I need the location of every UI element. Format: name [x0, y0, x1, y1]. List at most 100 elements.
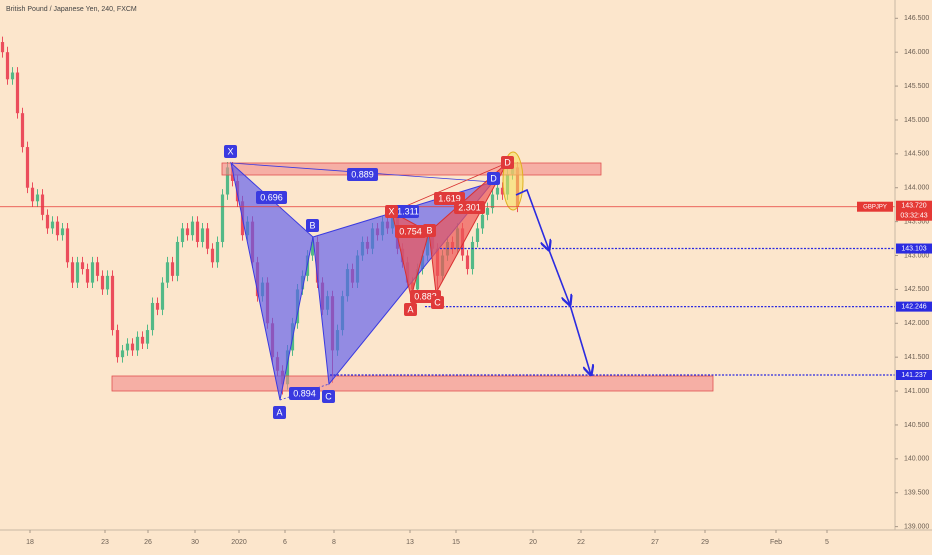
- y-tick-label: 139.000: [904, 523, 929, 530]
- candle-body: [55, 221, 60, 236]
- candle-body: [115, 330, 120, 358]
- y-tick-label: 146.500: [904, 15, 929, 22]
- y-tick-label: 142.500: [904, 286, 929, 293]
- candle-body: [80, 262, 85, 270]
- candle-body: [85, 269, 90, 283]
- support-zone: [111, 375, 714, 392]
- candle-body: [465, 255, 470, 270]
- candle-body: [485, 208, 490, 215]
- projection-arrow: [515, 188, 549, 250]
- candle-body: [490, 194, 495, 209]
- price-label: 143.720: [901, 203, 926, 210]
- price-label-box: [896, 369, 932, 380]
- candle-body: [495, 187, 500, 195]
- candle-body: [205, 228, 210, 249]
- pattern2-xd: [391, 162, 508, 213]
- x-tick-label: 2020: [231, 539, 247, 546]
- symbol-box: [857, 201, 893, 212]
- candle-body: [110, 275, 115, 331]
- candle-body: [220, 194, 225, 242]
- x-tick-label: 26: [144, 539, 152, 546]
- ratio-label: 0.889: [351, 169, 374, 179]
- point-label: B: [309, 220, 315, 230]
- chart-title: British Pound / Japanese Yen, 240, FXCM: [6, 6, 137, 13]
- candle-body: [120, 350, 125, 358]
- axes: 139.000 139.500 140.000 140.500 141.000 141.5…: [26, 15, 932, 546]
- candle-body: [60, 228, 65, 236]
- point-label: A: [407, 304, 413, 314]
- candle-body: [480, 214, 485, 229]
- point-label: X: [388, 206, 394, 216]
- y-tick-label: 140.500: [904, 422, 929, 429]
- x-tick-label: 18: [26, 539, 34, 546]
- candle-body: [5, 52, 10, 80]
- candle-body: [180, 228, 185, 242]
- pattern2-bcd: [428, 162, 508, 295]
- point-label: X: [227, 146, 233, 156]
- candle-body: [20, 113, 25, 148]
- candle-body: [10, 72, 15, 80]
- candle-body: [285, 350, 290, 385]
- candle-body: [65, 228, 70, 263]
- candle-body: [170, 262, 175, 276]
- candle-body: [415, 269, 420, 290]
- candle-body: [225, 167, 230, 195]
- candle-body: [135, 336, 140, 351]
- y-tick-label: 143.000: [904, 252, 929, 259]
- x-tick-label: 5: [825, 539, 829, 546]
- candle-body: [185, 228, 190, 236]
- candle-body: [155, 302, 160, 310]
- x-tick-label: 22: [577, 539, 585, 546]
- ratio-label: 0.754: [399, 226, 422, 236]
- y-tick-label: 140.000: [904, 456, 929, 463]
- y-tick-label: 142.000: [904, 320, 929, 327]
- candle-body: [105, 275, 110, 290]
- point-label: C: [434, 297, 441, 307]
- ratio-label: 0.883: [414, 291, 437, 301]
- candle-body: [200, 228, 205, 242]
- y-tick-label: 141.500: [904, 354, 929, 361]
- ratio-label: 1.311: [397, 206, 419, 216]
- x-tick-label: 13: [406, 539, 414, 546]
- candle-body: [150, 302, 155, 331]
- price-lines: [0, 206, 895, 376]
- candle-body: [95, 262, 100, 276]
- candle-body: [145, 330, 150, 344]
- price-label: 141.237: [901, 372, 926, 379]
- y-tick-label: 143.500: [904, 218, 929, 225]
- price-label-box: [896, 301, 932, 312]
- candle-body: [25, 147, 30, 188]
- point-label: A: [276, 407, 282, 417]
- x-tick-label: 29: [701, 539, 709, 546]
- pattern-labels: X A B C D 0.696 0.889 0.894 1.311 X 0.75…: [224, 145, 514, 419]
- candle-body: [175, 241, 180, 276]
- price-label-box: [896, 243, 932, 254]
- candle-body: [90, 262, 95, 283]
- candle-body: [140, 336, 145, 344]
- point-label: D: [490, 173, 497, 183]
- candle-body: [215, 241, 220, 263]
- x-tick-label: 8: [332, 539, 336, 546]
- candle-body: [195, 221, 200, 242]
- candle-body: [0, 42, 5, 53]
- candle-body: [130, 343, 135, 351]
- candle-body: [475, 228, 480, 242]
- point-label: C: [325, 391, 332, 401]
- candle-body: [100, 275, 105, 290]
- symbol-label: GBPJPY: [863, 204, 887, 210]
- y-tick-label: 139.500: [904, 490, 929, 497]
- point-label: D: [504, 157, 511, 167]
- y-tick-label: 144.000: [904, 185, 929, 192]
- candle-body: [210, 248, 215, 263]
- price-label: 143.103: [901, 245, 926, 252]
- candle-body: [160, 282, 165, 310]
- candle-body: [35, 194, 40, 202]
- ratio-label: 1.619: [438, 193, 461, 203]
- y-tick-label: 145.500: [904, 83, 929, 90]
- candle-body: [40, 194, 45, 215]
- candle-body: [190, 221, 195, 236]
- x-tick-label: 15: [452, 539, 460, 546]
- x-tick-label: 23: [101, 539, 109, 546]
- projection-arrow: [548, 249, 570, 305]
